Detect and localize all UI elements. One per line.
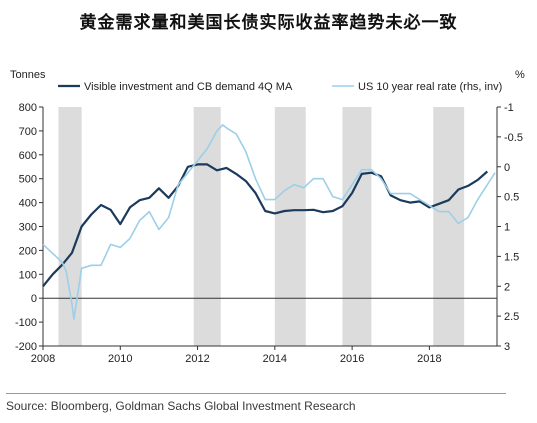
x-tick-label: 2014: [263, 353, 287, 365]
right-tick-label: 3: [504, 341, 510, 353]
shaded-period: [274, 107, 306, 346]
chart-title: 黄金需求量和美国长债实际收益率趋势未必一致: [79, 13, 458, 33]
right-tick-label: 0.5: [504, 192, 519, 204]
shaded-period: [193, 107, 221, 346]
left-tick-label: -200: [15, 341, 37, 353]
right-tick-label: -1: [504, 102, 514, 114]
source-note: Source: Bloomberg, Goldman Sachs Global …: [6, 399, 356, 413]
x-tick-label: 2012: [185, 353, 209, 365]
x-tick-label: 2018: [417, 353, 441, 365]
left-tick-label: 300: [19, 222, 37, 234]
right-tick-label: 1: [504, 222, 510, 234]
shaded-period: [58, 107, 82, 346]
left-tick-label: 400: [19, 198, 37, 210]
left-tick-label: 800: [19, 102, 37, 114]
left-tick-label: 0: [31, 293, 37, 305]
left-tick-label: 100: [19, 269, 37, 281]
x-tick-label: 2008: [31, 353, 55, 365]
right-axis-unit: %: [515, 69, 525, 81]
right-tick-label: 0: [504, 162, 510, 174]
series-line-1: [42, 163, 489, 287]
left-tick-label: 500: [19, 174, 37, 186]
right-tick-label: 2.5: [504, 311, 519, 323]
left-tick-label: 600: [19, 150, 37, 162]
right-tick-label: 2: [504, 281, 510, 293]
source-divider: [6, 393, 506, 394]
left-tick-label: -100: [15, 317, 37, 329]
series-line-2: [42, 124, 496, 320]
right-tick-label: 1.5: [504, 251, 519, 263]
x-tick-label: 2016: [340, 353, 364, 365]
x-tick-label: 2010: [108, 353, 132, 365]
right-tick-label: -0.5: [504, 132, 523, 144]
shaded-period: [433, 107, 465, 346]
shaded-period: [342, 107, 372, 346]
left-tick-label: 200: [19, 245, 37, 257]
left-tick-label: 700: [19, 126, 37, 138]
left-axis-unit: Tonnes: [10, 69, 46, 81]
legend-label-2: US 10 year real rate (rhs, inv): [358, 81, 502, 93]
legend-label-1: Visible investment and CB demand 4Q MA: [84, 81, 293, 93]
